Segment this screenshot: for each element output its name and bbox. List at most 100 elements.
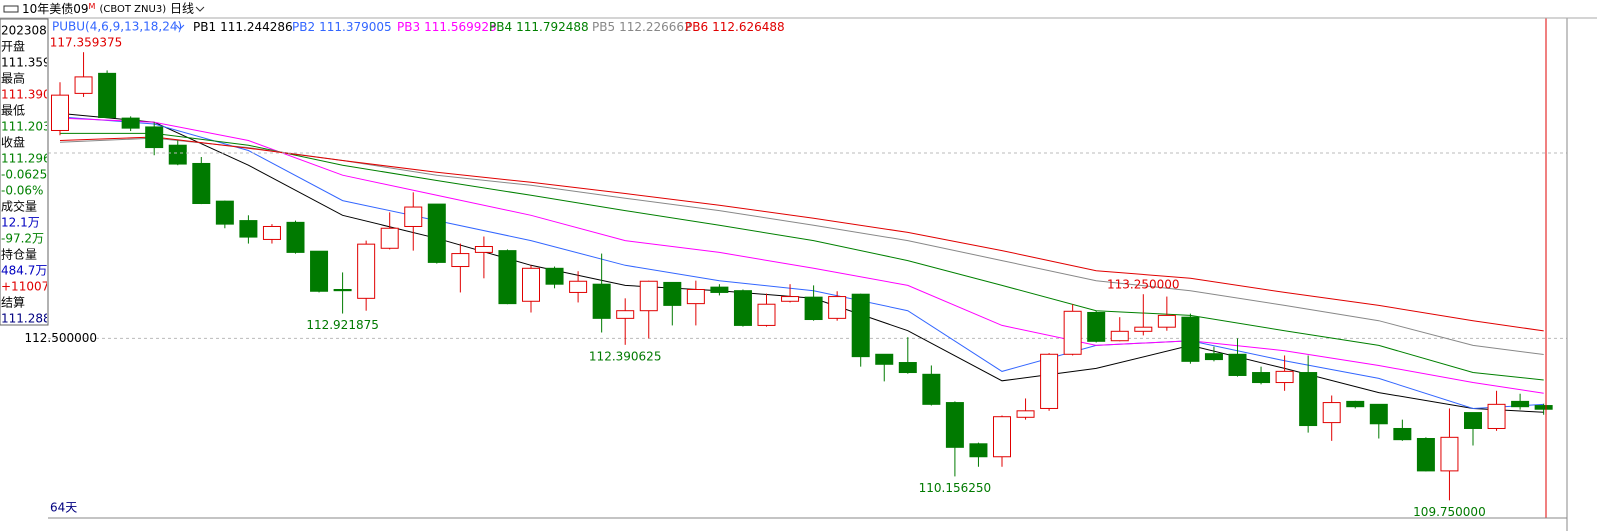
- info-value: +11007: [1, 280, 49, 294]
- info-value: 484.7万: [1, 264, 47, 278]
- info-label: 收盘: [1, 135, 25, 150]
- candle-body: [1063, 310, 1082, 355]
- legend-value: 111.379005: [319, 20, 392, 34]
- info-value: -97.2万: [1, 232, 44, 246]
- legend-value: 111.569923: [424, 20, 497, 34]
- candle-body: [922, 373, 941, 405]
- candle-body: [357, 243, 376, 299]
- candle-body: [1487, 403, 1506, 429]
- candle-body: [333, 288, 352, 292]
- candle-body: [427, 203, 446, 263]
- candle-body: [639, 280, 658, 312]
- candle-body: [1346, 400, 1365, 408]
- candle-body: [733, 290, 752, 326]
- candle-body: [1416, 437, 1435, 472]
- candle-body: [1110, 330, 1129, 342]
- candle-body: [168, 144, 187, 165]
- candle-body: [1393, 427, 1412, 441]
- candle-body: [239, 220, 258, 238]
- candle-body: [1204, 353, 1223, 361]
- candle-body: [1134, 326, 1153, 332]
- indicator-line: [60, 132, 1544, 381]
- candle-body: [121, 117, 140, 129]
- candle-body: [51, 94, 69, 131]
- legend: PUBU(4,6,9,13,18,24) PB1 111.244286 PB2 111.…: [52, 20, 785, 34]
- candle-body: [498, 250, 517, 305]
- candle-body: [1016, 410, 1035, 418]
- candle-body: [993, 416, 1011, 458]
- legend-name: PB5: [592, 20, 615, 34]
- candle-body: [522, 267, 540, 302]
- candle-body: [192, 162, 211, 205]
- candle-body: [98, 72, 117, 119]
- info-value: 12.1万: [1, 216, 40, 230]
- candle-body: [1369, 403, 1388, 425]
- info-value: 111.3593: [1, 56, 58, 70]
- candle-body: [663, 281, 682, 306]
- candle-body: [1464, 412, 1482, 429]
- candle-body: [851, 293, 870, 358]
- candle-body: [686, 288, 705, 305]
- info-value: 111.3906: [1, 88, 58, 102]
- candle-body: [310, 250, 329, 292]
- candle-body: [1157, 314, 1176, 328]
- candle-body: [1040, 353, 1059, 409]
- legend-value: 112.226662: [619, 20, 692, 34]
- candle-body: [781, 296, 800, 302]
- toolbar: [0, 0, 1597, 18]
- info-label: 成交量: [1, 199, 37, 214]
- info-value: 111.2031: [1, 120, 58, 134]
- candle-body: [1275, 370, 1294, 384]
- candle-body: [945, 402, 964, 448]
- legend-name: PB6: [685, 20, 708, 34]
- info-label: 最低: [1, 104, 25, 118]
- candle-body: [1252, 372, 1271, 384]
- plot: 112.500000 117.359375 112.921875 112.390625…: [24, 36, 1567, 519]
- legend-name: PB2: [292, 20, 315, 34]
- candle-body: [404, 206, 423, 227]
- candle-body: [380, 227, 399, 249]
- candle-body: [828, 296, 847, 319]
- price-annotation: 112.921875: [306, 318, 379, 332]
- y-tick-label: 112.500000: [24, 331, 97, 345]
- candle-body: [1322, 402, 1341, 424]
- legend-name: PB4: [489, 20, 512, 34]
- info-date: 20230810: [1, 24, 62, 38]
- candle-body: [1440, 436, 1459, 472]
- icon[interactable]: [3, 5, 19, 13]
- legend-entry: PB4 111.792488: [489, 20, 589, 34]
- panel-box: [0, 18, 49, 326]
- info-label: 开盘: [1, 39, 25, 54]
- candle-body: [1299, 372, 1318, 427]
- indicator-line: [59, 136, 1544, 332]
- candle-body: [1511, 400, 1530, 408]
- period-button[interactable]: 日线: [170, 2, 194, 16]
- candle-body: [875, 353, 894, 365]
- candle-body: [804, 296, 823, 321]
- info-label: 结算: [1, 295, 25, 310]
- indicator-name: PUBU(4,6,9,13,18,24): [52, 20, 182, 34]
- candle-body: [969, 443, 988, 458]
- candle-body: [1181, 316, 1200, 362]
- chevron: [195, 6, 205, 12]
- price-annotation: 112.390625: [589, 349, 662, 363]
- candle-body: [569, 280, 588, 293]
- legend-entry: PB3 111.569923: [397, 20, 497, 34]
- candle-body: [262, 225, 281, 240]
- info-value: -0.06250: [1, 168, 55, 182]
- legend-value: 111.244286: [220, 20, 293, 34]
- candle-body: [1228, 353, 1247, 376]
- title-mark: M: [89, 2, 96, 11]
- indicator-line: [59, 117, 1544, 394]
- candle-body: [286, 221, 305, 253]
- legend-name: PB1: [193, 20, 216, 34]
- candle-body: [592, 283, 611, 319]
- info-value: 111.2968: [1, 152, 58, 166]
- price-annotation: 110.156250: [919, 481, 992, 495]
- symbol: (CBOT ZNU3): [99, 4, 166, 15]
- candle-body: [1087, 311, 1106, 342]
- legend-value: 112.626488: [712, 20, 785, 34]
